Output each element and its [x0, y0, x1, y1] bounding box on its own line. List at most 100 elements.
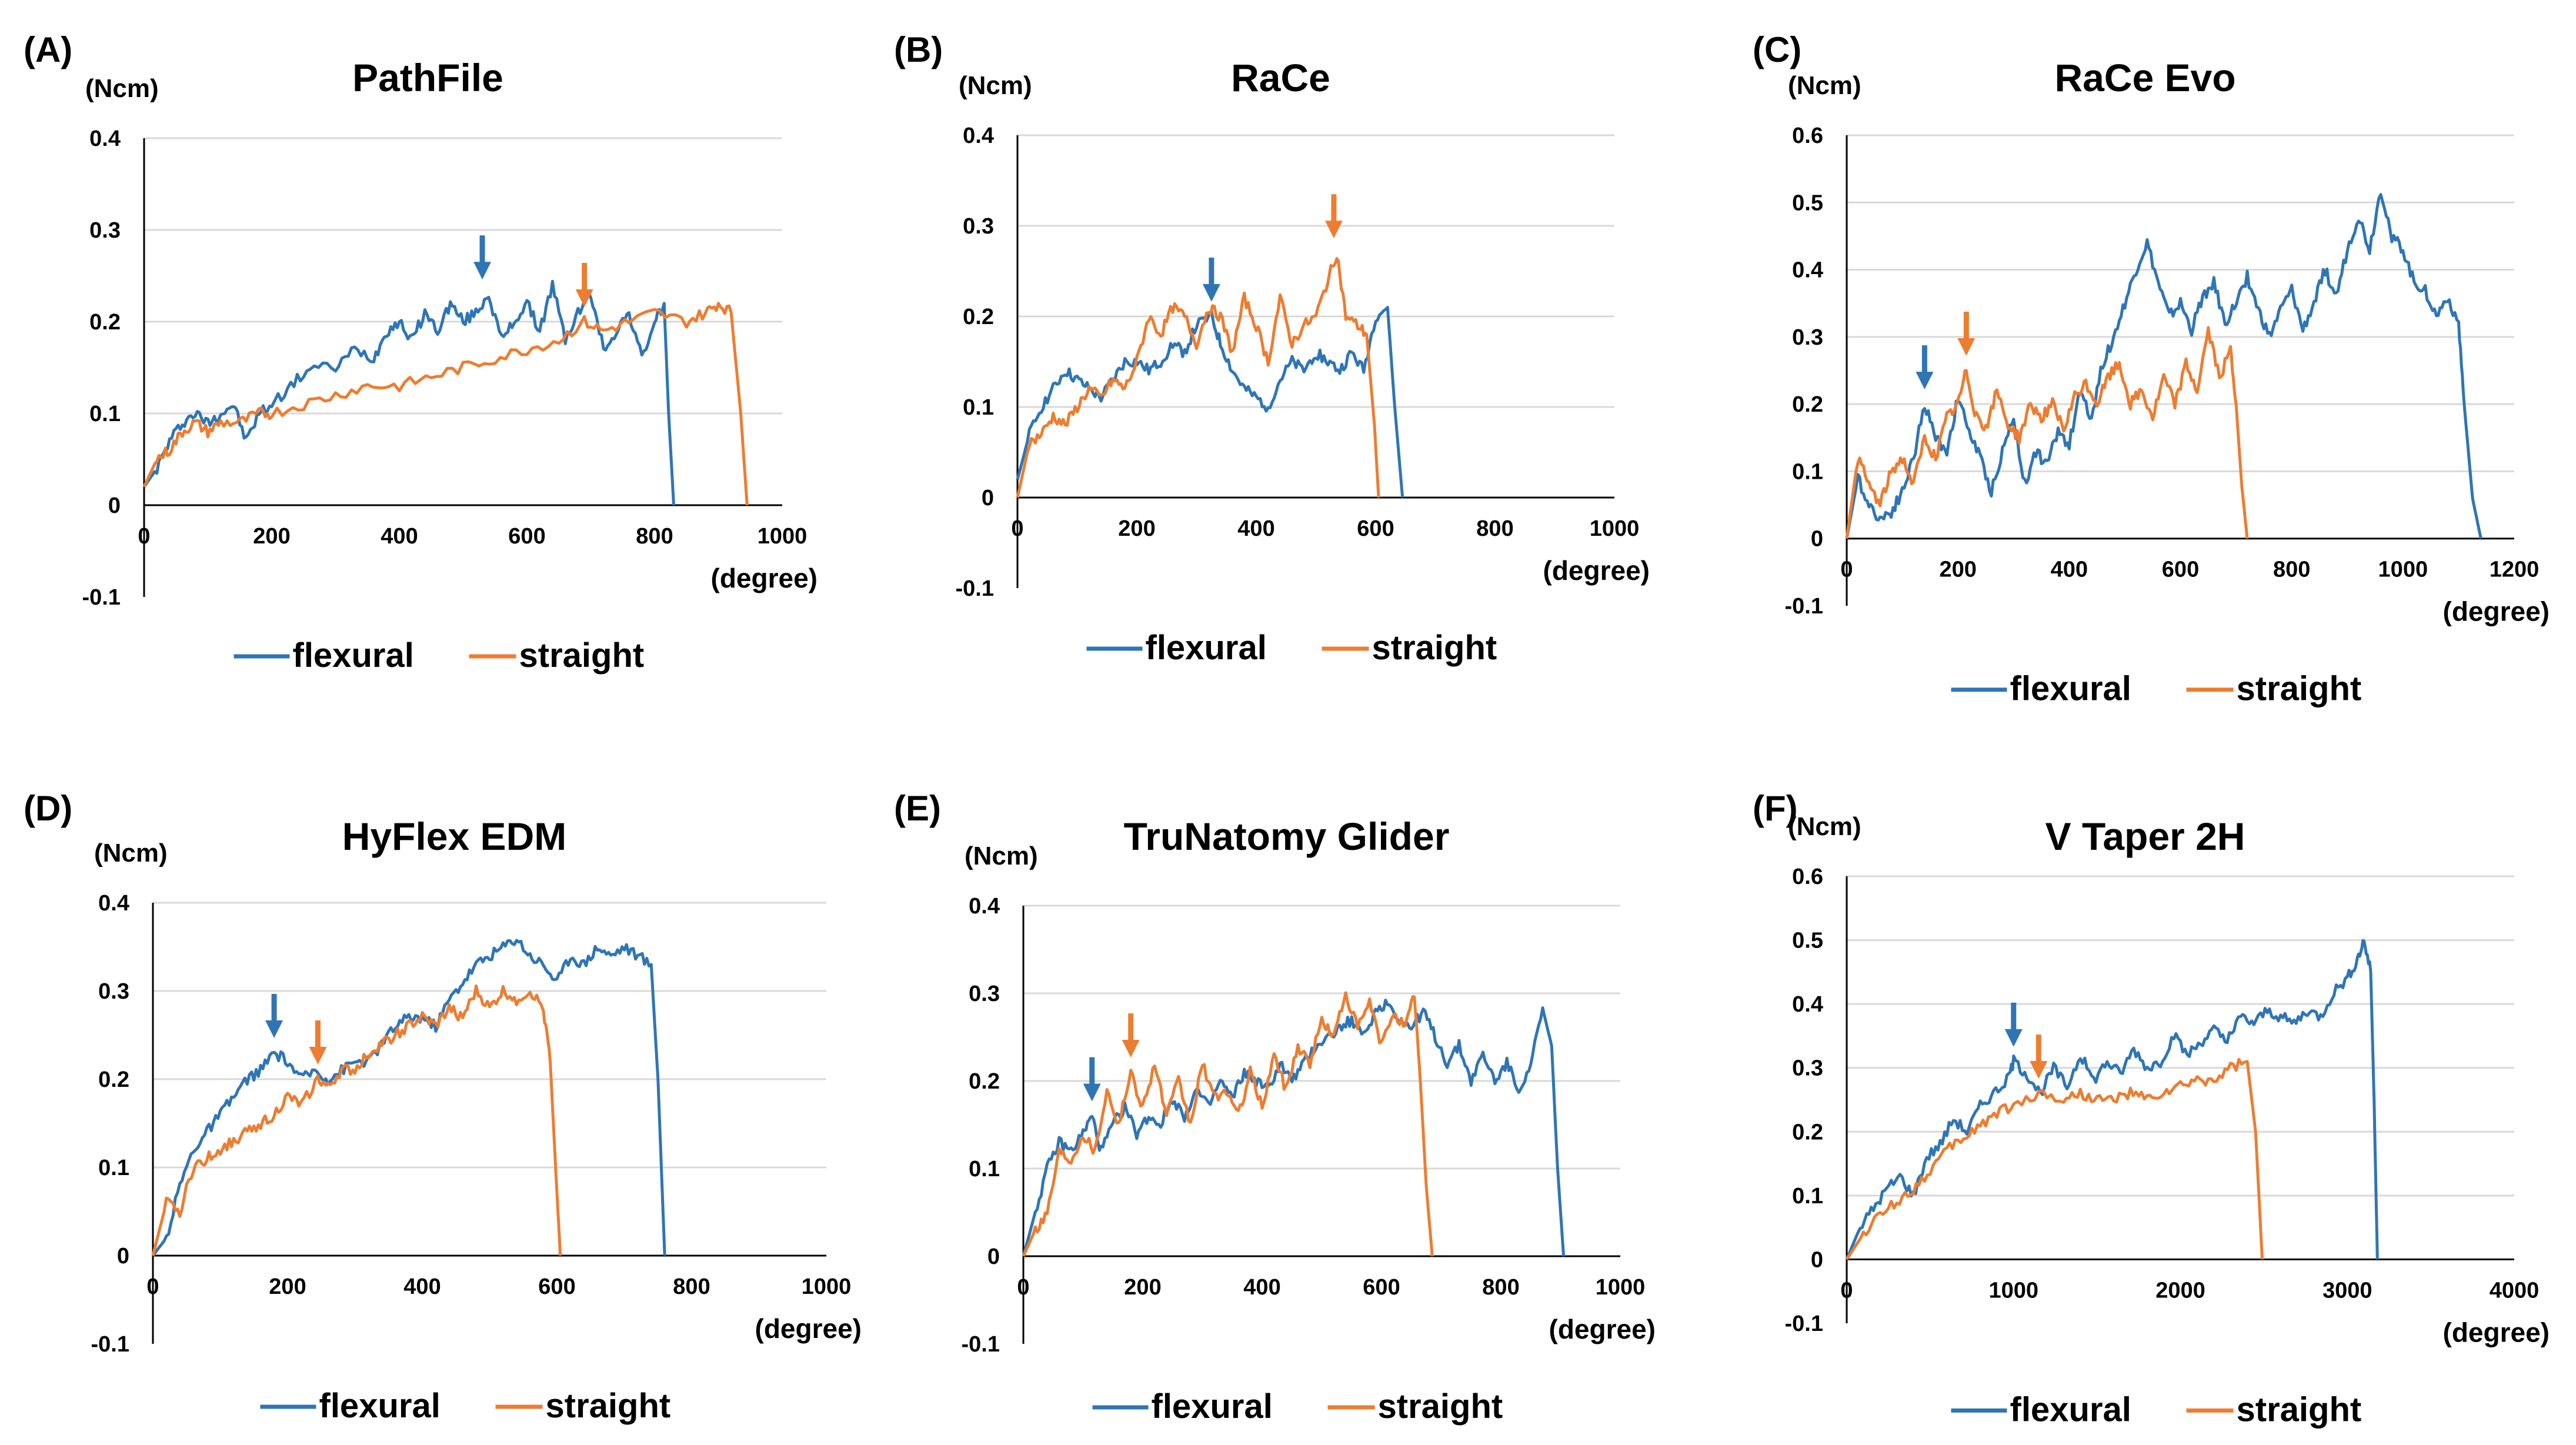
panel-label: (D): [24, 789, 72, 828]
marker-arrowhead-straight: [1324, 221, 1343, 239]
x-tick-label: 200: [1124, 1275, 1161, 1300]
y-tick-label: 0.1: [963, 395, 994, 420]
x-tick-label: 1000: [2378, 558, 2428, 582]
y-axis-label: (Ncm): [1788, 812, 1861, 841]
series-line-flexural: [142, 279, 675, 506]
y-axis-label: (Ncm): [85, 74, 159, 103]
y-tick-label: 0: [1811, 527, 1823, 552]
panel-label: (F): [1753, 789, 1798, 828]
x-tick-label: 200: [253, 524, 290, 549]
y-tick-label: 0.6: [1792, 865, 1823, 889]
x-tick-label: 600: [1363, 1275, 1400, 1300]
marker-arrowhead-straight: [1957, 338, 1976, 356]
marker-arrowhead-flexural: [1916, 372, 1934, 390]
y-axis-label: (Ncm): [965, 842, 1038, 870]
y-tick-label: 0.5: [1792, 191, 1823, 215]
y-tick-label: 0.4: [1792, 992, 1823, 1017]
x-tick-label: 2000: [2155, 1278, 2205, 1303]
y-tick-label: 0.2: [89, 310, 121, 335]
x-tick-label: 200: [1118, 516, 1155, 541]
y-tick-label: 0.2: [1792, 1120, 1823, 1144]
series-line-straight: [1016, 257, 1380, 498]
chart-panel-c: -0.1 0 0.1 0.2 0.3 0.4 0.5 0.6 0 200 400 600 800 1000…: [1753, 30, 2550, 708]
x-axis-label: (degree): [2443, 1317, 2550, 1347]
chart-title: V Taper 2H: [2046, 815, 2245, 858]
y-tick-label: 0: [987, 1244, 1000, 1269]
legend-label-straight: straight: [546, 1387, 671, 1425]
legend-label-straight: straight: [1378, 1387, 1503, 1426]
x-tick-label: 800: [2273, 558, 2310, 582]
legend-label-flexural: flexural: [1152, 1387, 1273, 1426]
legend-label-straight: straight: [1372, 629, 1497, 667]
y-tick-label: 0.1: [1792, 1184, 1823, 1209]
y-axis-label: (Ncm): [1788, 71, 1861, 100]
y-tick-label: 0.2: [969, 1069, 1000, 1094]
legend-label-flexural: flexural: [319, 1387, 441, 1425]
y-tick-label: 0.4: [963, 124, 994, 148]
x-tick-label: 600: [508, 524, 545, 549]
y-tick-label: 0.4: [89, 126, 121, 151]
x-tick-label: 1000: [1590, 516, 1640, 541]
marker-arrowhead-flexural: [1083, 1083, 1101, 1102]
chart-title: RaCe: [1231, 56, 1330, 99]
marker-arrowhead-straight: [309, 1047, 327, 1064]
marker-arrowhead-straight: [575, 289, 593, 307]
y-tick-label: -0.1: [82, 585, 121, 610]
x-tick-label: 400: [403, 1274, 441, 1299]
chart-panel-f: -0.1 0 0.1 0.2 0.3 0.4 0.5 0.6 0 1000 2000 3000 4000…: [1753, 789, 2550, 1429]
x-tick-label: 400: [2051, 558, 2088, 582]
y-tick-label: 0.1: [1792, 459, 1823, 484]
x-tick-label: 0: [1840, 558, 1853, 582]
legend-label-flexural: flexural: [2010, 670, 2131, 708]
marker-arrowhead-straight: [1122, 1040, 1140, 1058]
series-line-straight: [1845, 1057, 2264, 1260]
y-tick-label: 0.2: [963, 305, 994, 329]
y-tick-label: -0.1: [956, 576, 994, 601]
x-axis-label: (degree): [755, 1313, 862, 1344]
y-tick-label: 0.3: [1792, 325, 1823, 350]
x-tick-label: 0: [1011, 516, 1023, 541]
chart-title: HyFlex EDM: [342, 815, 566, 858]
legend-label-flexural: flexural: [2010, 1390, 2131, 1429]
marker-arrowhead-flexural: [1202, 284, 1220, 302]
panel-label: (C): [1753, 30, 1801, 69]
y-tick-label: -0.1: [962, 1332, 1000, 1357]
y-tick-label: 0.4: [969, 894, 1000, 919]
x-tick-label: 800: [1476, 516, 1513, 541]
x-tick-label: 0: [1840, 1278, 1853, 1303]
x-tick-label: 400: [381, 524, 418, 549]
x-tick-label: 0: [138, 524, 150, 549]
x-tick-label: 3000: [2323, 1278, 2373, 1303]
legend-label-flexural: flexural: [293, 636, 414, 675]
chart-panel-d: -0.1 0 0.1 0.2 0.3 0.4 0 200 400 600 800 1000 (D) (Nc…: [24, 789, 862, 1425]
panel-label: (B): [894, 30, 943, 69]
series-line-flexural: [1022, 999, 1566, 1257]
y-tick-label: 0.3: [963, 214, 994, 239]
x-tick-label: 400: [1237, 516, 1274, 541]
x-axis-label: (degree): [2443, 596, 2550, 627]
y-tick-label: -0.1: [91, 1332, 129, 1357]
x-tick-label: 1000: [758, 524, 807, 549]
chart-title: PathFile: [352, 56, 503, 99]
marker-arrowhead-flexural: [2004, 1029, 2023, 1047]
chart-title: RaCe Evo: [2054, 56, 2235, 99]
x-tick-label: 1000: [1988, 1278, 2038, 1303]
x-tick-label: 800: [1482, 1275, 1519, 1300]
y-tick-label: 0.2: [98, 1067, 129, 1092]
y-tick-label: 0.4: [1792, 258, 1823, 283]
chart-panel-a: -0.1 0 0.1 0.2 0.3 0.4 0 200 400 600 800 1000 (A) (Nc…: [24, 30, 817, 675]
marker-arrowhead-straight: [2030, 1061, 2048, 1079]
y-tick-label: 0.3: [98, 979, 129, 1004]
x-tick-label: 0: [1017, 1275, 1029, 1300]
y-tick-label: 0: [982, 486, 994, 510]
y-tick-label: 0.3: [969, 982, 1000, 1006]
x-tick-label: 600: [2162, 558, 2199, 582]
y-tick-label: 0: [117, 1244, 129, 1269]
x-tick-label: 200: [269, 1274, 306, 1299]
chart-panel-b: -0.1 0 0.1 0.2 0.3 0.4 0 200 400 600 800 1000 (B) (Nc…: [894, 30, 1650, 667]
x-tick-label: 600: [1357, 516, 1394, 541]
panel-label: (A): [24, 30, 72, 69]
x-tick-label: 4000: [2490, 1278, 2540, 1303]
x-tick-label: 800: [636, 524, 673, 549]
